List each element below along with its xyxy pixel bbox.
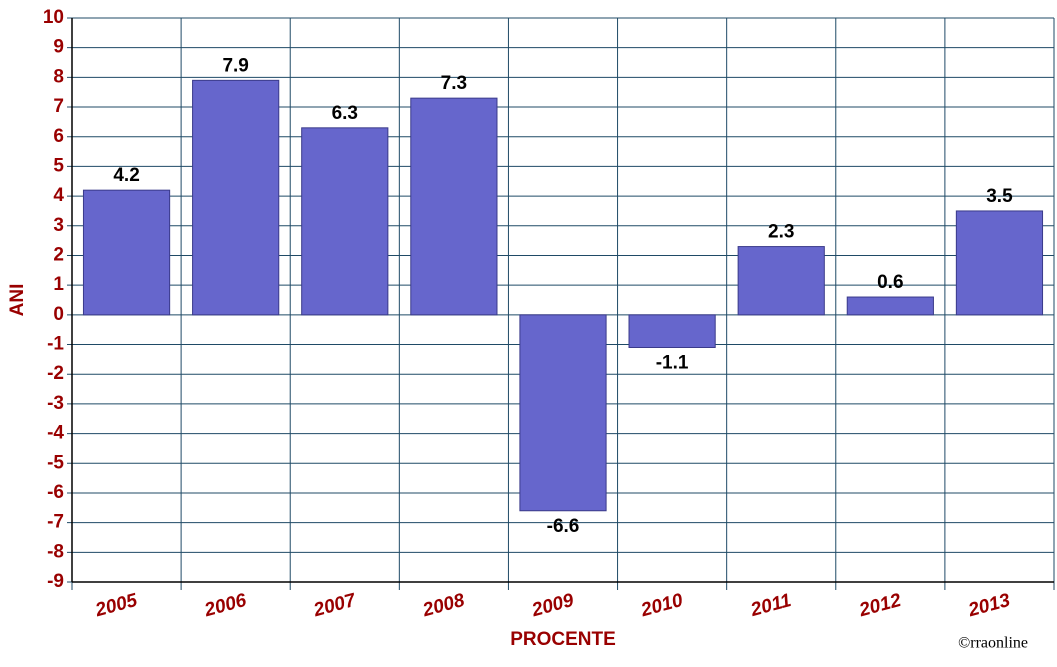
- y-tick-label: 2: [53, 244, 64, 265]
- y-tick-label: 4: [53, 185, 64, 206]
- y-tick-label: 0: [53, 304, 64, 325]
- y-tick-label: 9: [53, 37, 64, 58]
- x-axis-label: PROCENTE: [510, 629, 616, 650]
- bar: [737, 246, 825, 316]
- y-tick-label: -3: [47, 393, 64, 414]
- y-tick-label: -6: [47, 482, 64, 503]
- bar: [410, 97, 498, 316]
- y-tick-label: -2: [47, 363, 64, 384]
- y-tick-label: -9: [47, 571, 64, 592]
- y-tick-label: 7: [53, 96, 64, 117]
- bar: [82, 189, 171, 316]
- value-label: 3.5: [986, 186, 1013, 207]
- bar: [846, 296, 934, 316]
- value-label: 7.9: [222, 55, 248, 76]
- x-tick-label: 2005: [92, 590, 140, 622]
- y-tick-label: -8: [47, 541, 64, 562]
- y-tick-label: -1: [47, 334, 64, 355]
- value-label: 4.2: [113, 165, 139, 186]
- y-tick-label: 5: [53, 155, 64, 176]
- value-label: 0.6: [877, 272, 903, 293]
- y-tick-label: -7: [47, 512, 64, 533]
- y-tick-label: 3: [53, 215, 64, 236]
- value-label: 6.3: [332, 103, 358, 124]
- bar: [192, 79, 280, 316]
- y-axis-label: ANI: [7, 284, 28, 317]
- x-tick-label: 2006: [201, 590, 249, 622]
- bar: [628, 314, 716, 348]
- x-tick-label: 2013: [965, 590, 1013, 622]
- x-tick-label: 2008: [420, 590, 468, 622]
- bar: [955, 210, 1044, 316]
- x-tick-label: 2009: [529, 590, 577, 622]
- value-label: 2.3: [768, 222, 794, 243]
- y-tick-label: 8: [53, 66, 64, 87]
- y-tick-label: 10: [43, 7, 64, 28]
- y-tick-label: -4: [47, 423, 64, 444]
- bar: [519, 314, 607, 512]
- value-label: 7.3: [441, 73, 467, 94]
- y-tick-label: -5: [47, 452, 64, 473]
- value-label: -1.1: [656, 353, 689, 374]
- value-label: -6.6: [547, 516, 580, 537]
- x-tick-label: 2007: [311, 590, 360, 622]
- credit: ©rraonline: [958, 635, 1028, 652]
- bar: [301, 127, 389, 316]
- x-tick-label: 2012: [856, 590, 904, 622]
- y-tick-label: 1: [53, 274, 64, 295]
- x-tick-label: 2010: [638, 590, 686, 622]
- x-tick-label: 2011: [748, 590, 794, 621]
- y-tick-label: 6: [53, 126, 64, 147]
